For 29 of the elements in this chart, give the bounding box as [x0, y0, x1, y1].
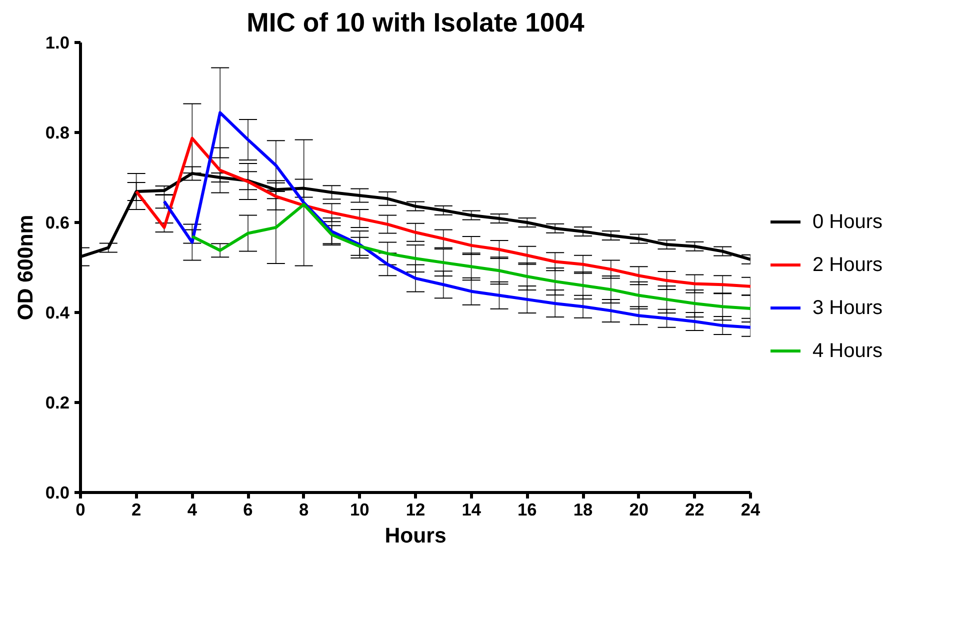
x-axis-title: Hours [384, 524, 446, 548]
x-tick-label: 12 [406, 500, 426, 520]
x-tick-label: 4 [187, 500, 198, 520]
x-tick-label: 24 [740, 500, 760, 520]
y-tick-label: 0.0 [45, 482, 70, 502]
y-axis-title: OD 600nm [13, 214, 38, 320]
x-tick-label: 0 [76, 500, 86, 520]
x-tick-label: 6 [243, 500, 254, 520]
x-tick-label: 16 [518, 500, 538, 520]
x-tick-label: 8 [299, 500, 310, 520]
x-tick-label: 2 [132, 500, 142, 520]
x-tick-label: 18 [573, 500, 593, 520]
line-series [190, 203, 750, 310]
y-tick-label: 0.8 [45, 122, 70, 142]
legend-label: 2 Hours [812, 254, 883, 276]
y-tick-label: 0.6 [45, 212, 70, 232]
y-tick-label: 0.2 [45, 392, 70, 412]
y-tick-label: 0.4 [45, 302, 70, 322]
line-series [134, 136, 750, 288]
x-tick-label: 20 [629, 500, 648, 520]
x-tick-label: 14 [462, 500, 482, 520]
legend-label: 0 Hours [812, 210, 883, 233]
x-tick-label: 10 [350, 500, 370, 520]
line-series [162, 111, 750, 329]
chart-title: MIC of 10 with Isolate 1004 [246, 8, 585, 38]
x-tick-label: 22 [685, 500, 704, 520]
legend-label: 3 Hours [812, 297, 883, 320]
y-tick-label: 1.0 [45, 32, 70, 52]
legend-label: 4 Hours [812, 340, 883, 362]
